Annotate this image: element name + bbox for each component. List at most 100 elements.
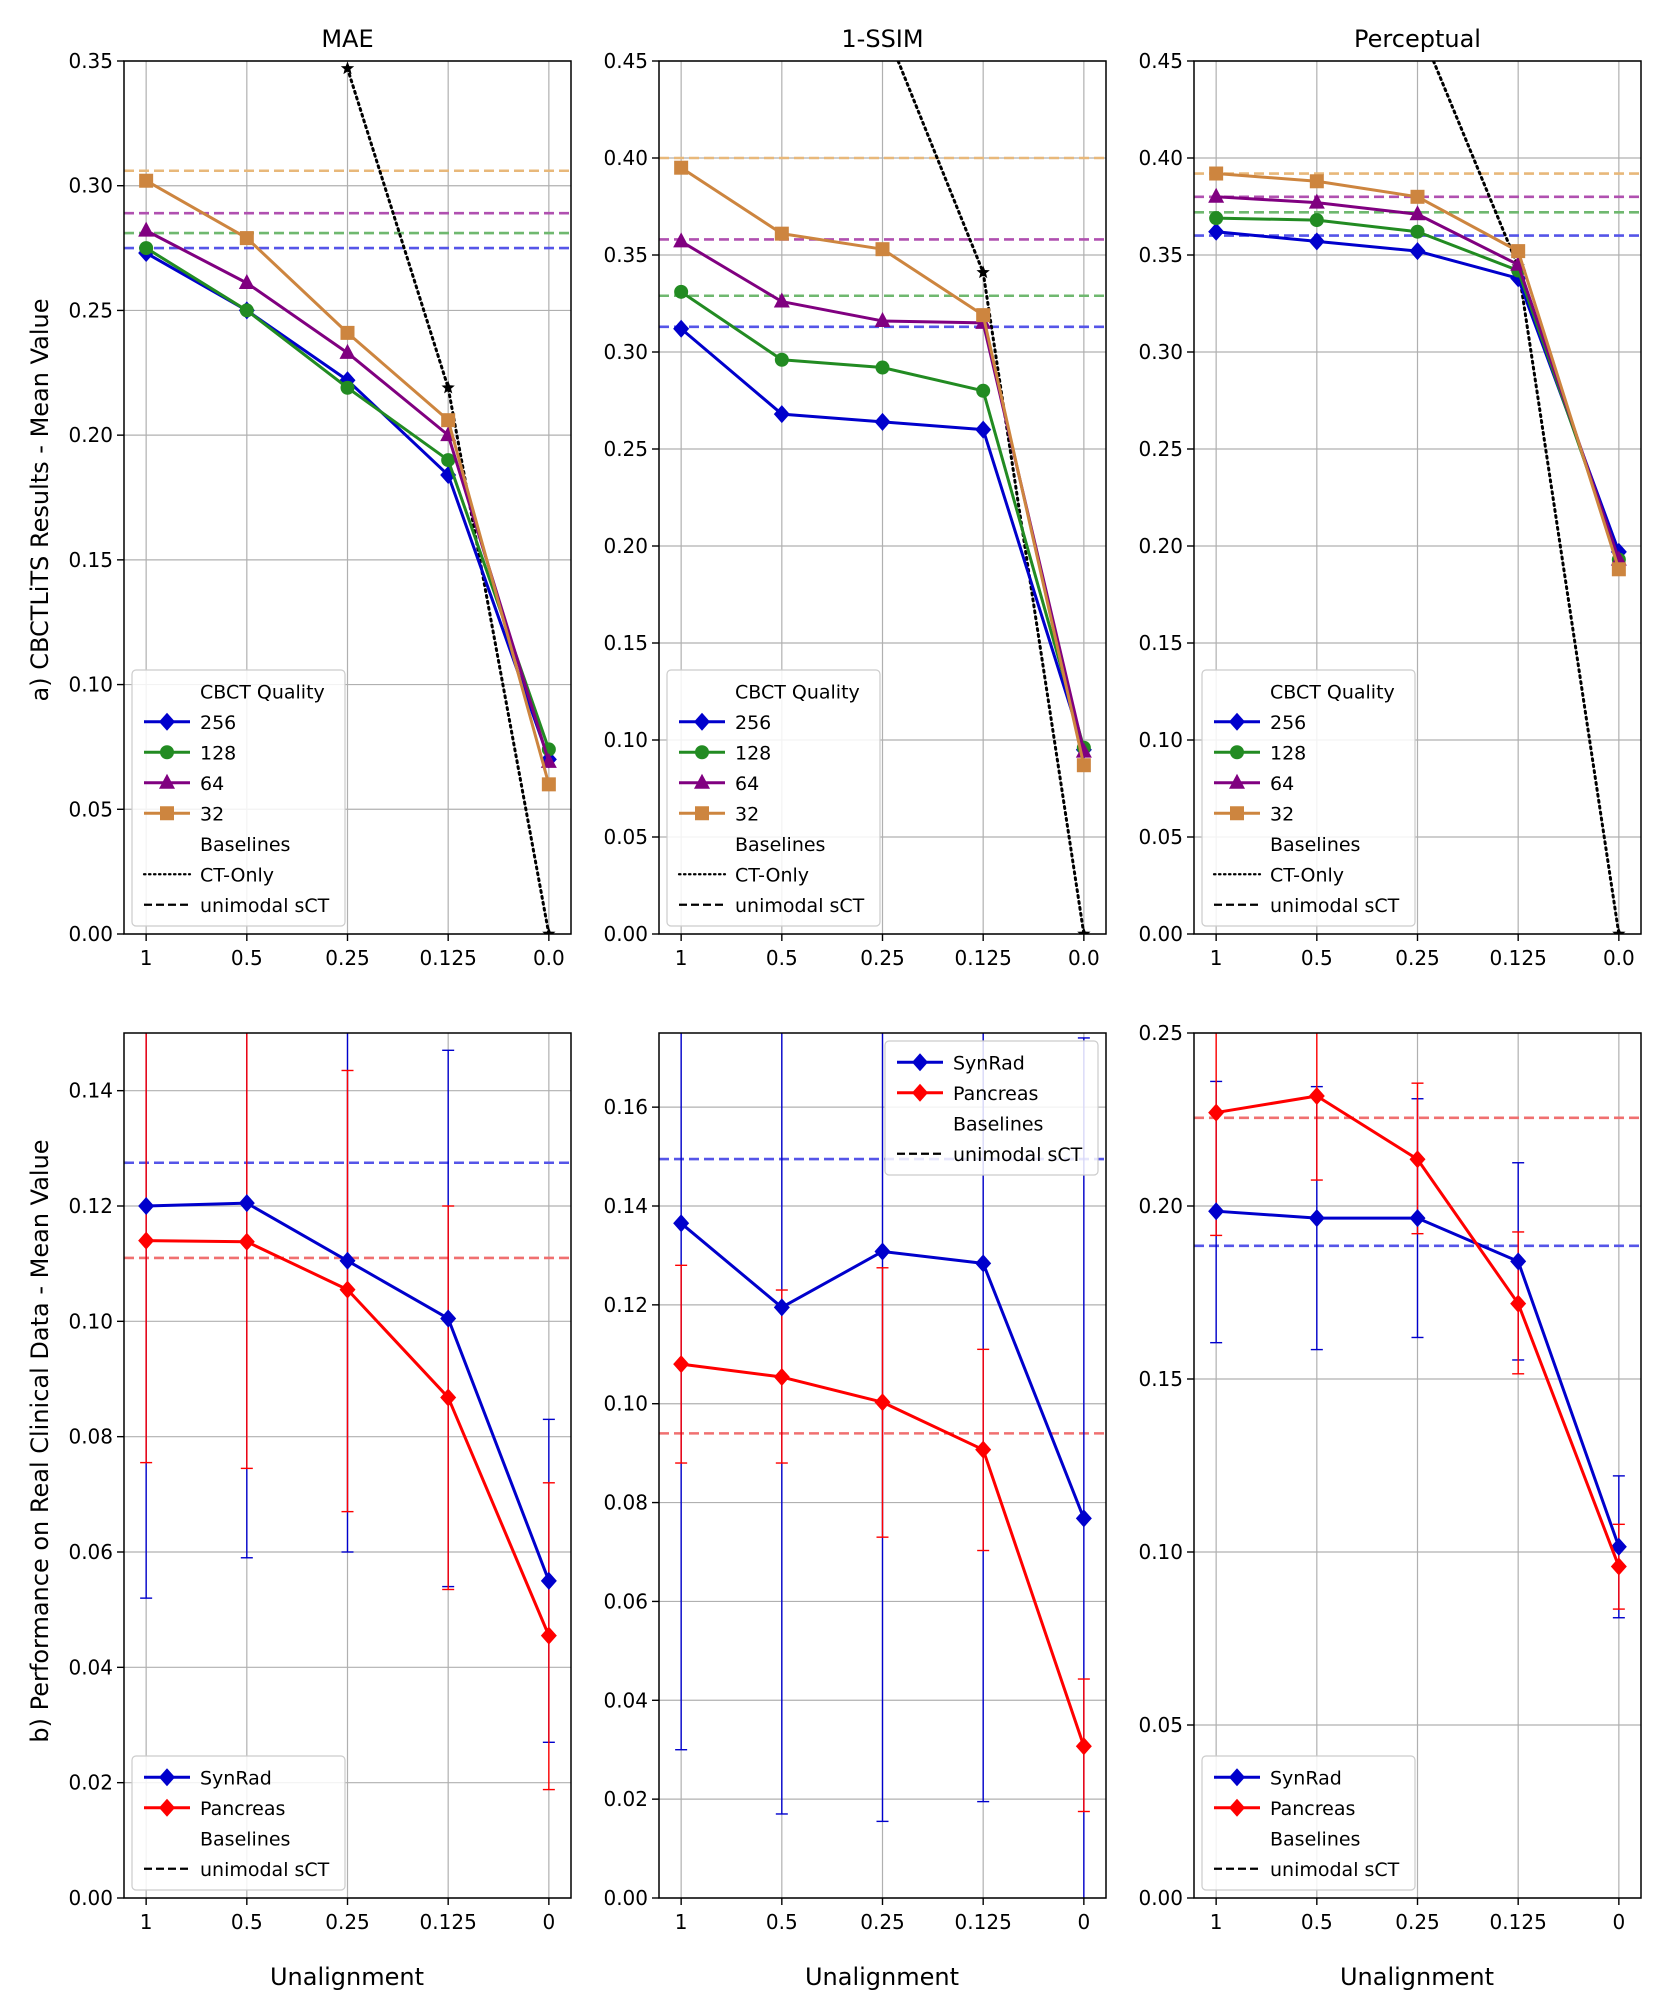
data-point-128 xyxy=(340,380,355,395)
data-point-128 xyxy=(1209,211,1224,226)
legend-label: Baselines xyxy=(200,1828,290,1850)
y-tick-label: 0.05 xyxy=(603,825,648,849)
data-point-SynRad xyxy=(1510,1252,1527,1271)
data-point-64 xyxy=(238,273,255,289)
data-point-SynRad xyxy=(540,1571,557,1590)
y-tick-label: 0.06 xyxy=(68,1540,113,1564)
legend-label: SynRad xyxy=(953,1052,1025,1074)
legend-marker xyxy=(159,712,175,731)
y-tick-label: 0.15 xyxy=(1138,1367,1183,1391)
legend-marker xyxy=(694,773,710,789)
data-point-32 xyxy=(541,777,556,792)
data-point-32 xyxy=(340,325,355,340)
legend-label: 256 xyxy=(735,712,771,734)
data-point-256 xyxy=(773,405,790,424)
y-tick-label: 0.00 xyxy=(68,1886,113,1910)
x-tick-label: 1 xyxy=(675,946,688,970)
legend-label: 32 xyxy=(200,803,224,825)
data-point-SynRad xyxy=(975,1254,992,1273)
y-tick-label: 0.20 xyxy=(68,423,113,447)
data-point-Pancreas xyxy=(1610,1557,1627,1576)
chart-panel-1: 0.00 0.05 0.10 0.15 0.20 0.25 0.30 0.35 0.40 0.45… xyxy=(603,25,1107,970)
row-label-b: b) Performance on Real Clinical Data - M… xyxy=(26,1139,54,1742)
legend-label: 128 xyxy=(200,742,236,764)
x-tick-label: 0.125 xyxy=(420,946,477,970)
data-point-256 xyxy=(1308,232,1325,251)
x-tick-label: 0 xyxy=(1077,1910,1090,1934)
legend-label: SynRad xyxy=(200,1767,272,1789)
legend-label: CBCT Quality xyxy=(200,681,325,703)
y-tick-label: 0.20 xyxy=(1138,534,1183,558)
chart-title: Perceptual xyxy=(1354,25,1481,53)
chart-panel-4: 0.00 0.02 0.04 0.06 0.08 0.10 0.12 0.14 0.16 1 0.5… xyxy=(603,1032,1107,1934)
data-point-SynRad xyxy=(1308,1209,1325,1228)
y-tick-label: 0.40 xyxy=(603,146,648,170)
data-point-128 xyxy=(875,360,890,375)
legend-label: 256 xyxy=(200,712,236,734)
y-tick-label: 0.06 xyxy=(603,1589,648,1613)
y-tick-label: 0.00 xyxy=(1138,1886,1183,1910)
chart-panel-2: 0.00 0.05 0.10 0.15 0.20 0.25 0.30 0.35 0.40 0.45… xyxy=(1138,25,1642,970)
data-point-Pancreas xyxy=(1510,1294,1527,1313)
y-tick-label: 0.12 xyxy=(68,1194,113,1218)
data-point-Pancreas xyxy=(339,1280,356,1299)
legend-label: CT-Only xyxy=(1270,864,1344,886)
data-point-128 xyxy=(239,303,254,318)
y-tick-label: 0.25 xyxy=(1138,1021,1183,1045)
legend-box xyxy=(131,1755,346,1891)
x-tick-label: 0.125 xyxy=(955,946,1012,970)
legend: SynRad Pancreas Baselines unimodal sCT xyxy=(884,1040,1099,1176)
x-tick-label: 1 xyxy=(1210,1910,1223,1934)
x-tick-label: 0.125 xyxy=(955,1910,1012,1934)
row-label-a: a) CBCTLiTS Results - Mean Value xyxy=(26,299,54,702)
y-tick-label: 0.35 xyxy=(1138,243,1183,267)
legend-marker xyxy=(1230,806,1244,821)
x-tick-label: 0.25 xyxy=(1395,946,1440,970)
x-tick-label: 0.125 xyxy=(420,1910,477,1934)
y-tick-label: 0.30 xyxy=(1138,340,1183,364)
legend-label: CT-Only xyxy=(200,864,274,886)
y-tick-label: 0.10 xyxy=(68,673,113,697)
legend-label: unimodal sCT xyxy=(953,1144,1083,1166)
data-point-SynRad xyxy=(238,1194,255,1213)
y-tick-label: 0.35 xyxy=(68,49,113,73)
x-tick-label: 0.5 xyxy=(231,1910,263,1934)
data-point-32 xyxy=(1076,758,1091,773)
legend: SynRad Pancreas Baselines unimodal sCT xyxy=(131,1755,346,1891)
legend-label: 128 xyxy=(735,742,771,764)
y-tick-label: 0.25 xyxy=(1138,437,1183,461)
x-tick-label: 0.5 xyxy=(766,946,798,970)
legend-label: SynRad xyxy=(1270,1767,1342,1789)
data-point-32 xyxy=(1511,244,1526,259)
chart-title: 1-SSIM xyxy=(841,25,923,53)
data-point-64 xyxy=(138,221,155,237)
data-point-Pancreas xyxy=(540,1626,557,1645)
y-tick-label: 0.08 xyxy=(603,1491,648,1515)
y-tick-label: 0.15 xyxy=(68,548,113,572)
legend-marker xyxy=(159,1798,175,1817)
legend-label: Baselines xyxy=(953,1113,1043,1135)
y-tick-label: 0.45 xyxy=(603,49,648,73)
x-tick-label: 0.0 xyxy=(1603,946,1635,970)
data-point-Pancreas xyxy=(874,1393,891,1412)
y-tick-label: 0.16 xyxy=(603,1095,648,1119)
data-point-SynRad xyxy=(1075,1509,1092,1528)
data-point-256 xyxy=(1409,242,1426,261)
y-tick-label: 0.14 xyxy=(603,1194,648,1218)
x-tick-label: 0.0 xyxy=(1068,946,1100,970)
data-point-128 xyxy=(774,352,789,367)
data-point-32 xyxy=(875,242,890,257)
x-tick-label: 0.25 xyxy=(860,1910,905,1934)
y-tick-label: 0.10 xyxy=(1138,1540,1183,1564)
ct-only-marker xyxy=(340,61,355,75)
data-point-32 xyxy=(1611,562,1626,577)
y-tick-label: 0.02 xyxy=(68,1771,113,1795)
legend-label: Pancreas xyxy=(953,1083,1038,1105)
y-tick-label: 0.20 xyxy=(1138,1194,1183,1218)
data-point-SynRad xyxy=(1610,1537,1627,1556)
data-point-64 xyxy=(773,292,790,308)
data-point-64 xyxy=(1409,205,1426,221)
y-tick-label: 0.10 xyxy=(68,1309,113,1333)
y-tick-label: 0.12 xyxy=(603,1293,648,1317)
y-tick-label: 0.14 xyxy=(68,1079,113,1103)
